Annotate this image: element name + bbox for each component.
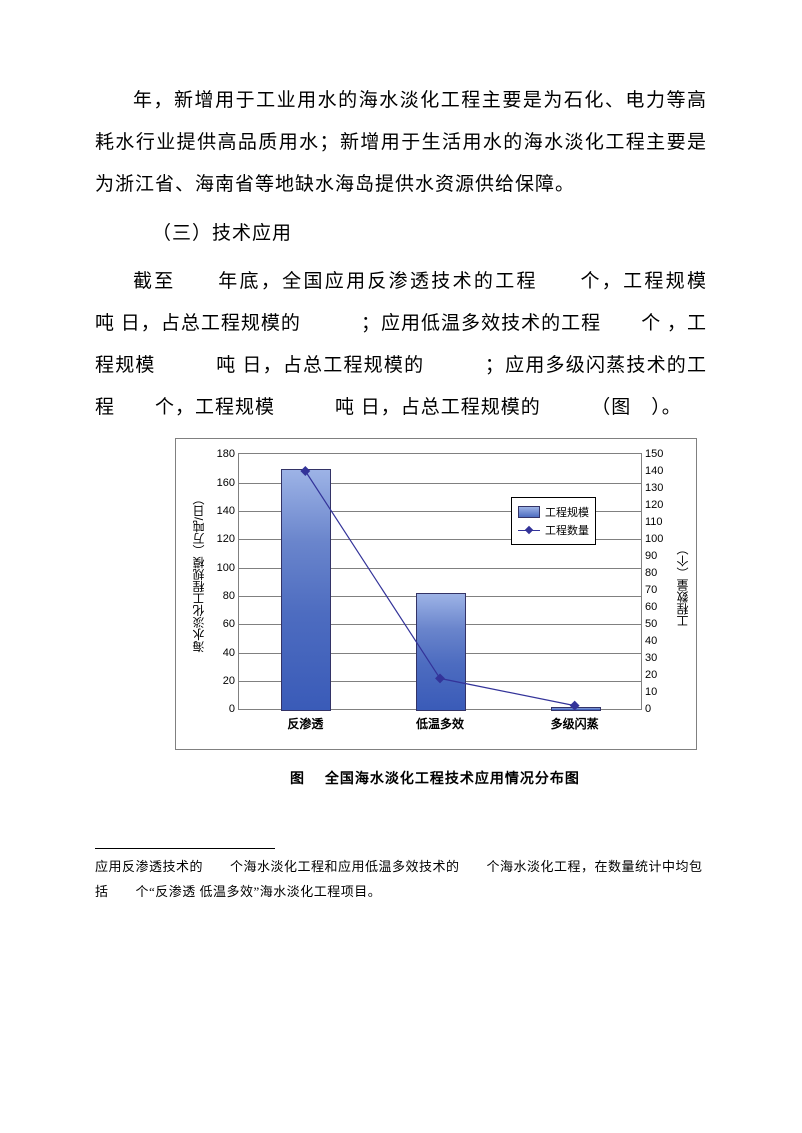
section-heading: （三）技术应用 bbox=[95, 213, 707, 255]
chart-ytick-right: 50 bbox=[641, 618, 657, 630]
legend-bar-swatch-icon bbox=[518, 506, 540, 518]
footnote-rule bbox=[95, 848, 275, 849]
paragraph-1: 年，新增用于工业用水的海水淡化工程主要是为石化、电力等高耗水行业提供高品质用水；… bbox=[95, 80, 707, 205]
legend-label: 工程数量 bbox=[545, 522, 589, 538]
chart-ytick-left: 180 bbox=[217, 448, 239, 460]
legend-label: 工程规模 bbox=[545, 504, 589, 520]
chart-ytick-left: 60 bbox=[223, 618, 239, 630]
chart-category-label: 低温多效 bbox=[416, 709, 464, 732]
chart-yaxis-left-label: 海水淡化工程规模（万吨/日） bbox=[190, 493, 207, 652]
chart-line-series bbox=[239, 454, 641, 709]
chart-ytick-left: 80 bbox=[223, 590, 239, 602]
chart-ytick-left: 0 bbox=[229, 703, 239, 715]
footnote-text: 应用反渗透技术的 个海水淡化工程和应用低温多效技术的 个海水淡化工程，在数量统计… bbox=[95, 855, 707, 904]
chart-ytick-right: 90 bbox=[641, 550, 657, 562]
chart-ytick-right: 110 bbox=[641, 516, 663, 528]
chart-ytick-right: 40 bbox=[641, 635, 657, 647]
chart-caption: 图 全国海水淡化工程技术应用情况分布图 bbox=[175, 768, 695, 788]
chart-plot-area: 0204060801001201401601800102030405060708… bbox=[238, 453, 642, 710]
chart-ytick-right: 30 bbox=[641, 652, 657, 664]
chart-ytick-right: 0 bbox=[641, 703, 651, 715]
chart-ytick-left: 20 bbox=[223, 675, 239, 687]
chart-ytick-right: 70 bbox=[641, 584, 657, 596]
chart-ytick-right: 100 bbox=[641, 533, 663, 545]
chart-ytick-right: 120 bbox=[641, 499, 663, 511]
chart-box: 0 20 40 60 80 100 120 140 160 180 0 10 20 30 40 50 60 70 8… bbox=[175, 438, 697, 750]
chart-category-label: 反渗透 bbox=[287, 709, 323, 732]
chart-ytick-right: 60 bbox=[641, 601, 657, 613]
chart-ytick-left: 40 bbox=[223, 647, 239, 659]
chart-category-label: 多级闪蒸 bbox=[551, 709, 599, 732]
chart-legend-item: 工程规模 bbox=[518, 504, 589, 520]
chart-legend-item: 工程数量 bbox=[518, 522, 589, 538]
chart-ytick-left: 140 bbox=[217, 505, 239, 517]
chart-ytick-left: 120 bbox=[217, 533, 239, 545]
chart-ytick-right: 150 bbox=[641, 448, 663, 460]
chart-ytick-right: 130 bbox=[641, 482, 663, 494]
paragraph-2: 截至 年底，全国应用反渗透技术的工程 个，工程规模 吨 日，占总工程规模的 ；应… bbox=[95, 261, 707, 428]
chart-container: 0 20 40 60 80 100 120 140 160 180 0 10 20 30 40 50 60 70 8… bbox=[175, 438, 695, 750]
legend-line-swatch-icon bbox=[518, 525, 540, 535]
chart-ytick-right: 20 bbox=[641, 669, 657, 681]
document-page: 年，新增用于工业用水的海水淡化工程主要是为石化、电力等高耗水行业提供高品质用水；… bbox=[0, 0, 802, 945]
chart-ytick-right: 10 bbox=[641, 686, 657, 698]
chart-ytick-left: 160 bbox=[217, 477, 239, 489]
chart-yaxis-right-label: 工程数量（个） bbox=[674, 543, 691, 627]
chart-legend: 工程规模工程数量 bbox=[511, 497, 596, 545]
chart-ytick-right: 140 bbox=[641, 465, 663, 477]
chart-ytick-right: 80 bbox=[641, 567, 657, 579]
chart-ytick-left: 100 bbox=[217, 562, 239, 574]
